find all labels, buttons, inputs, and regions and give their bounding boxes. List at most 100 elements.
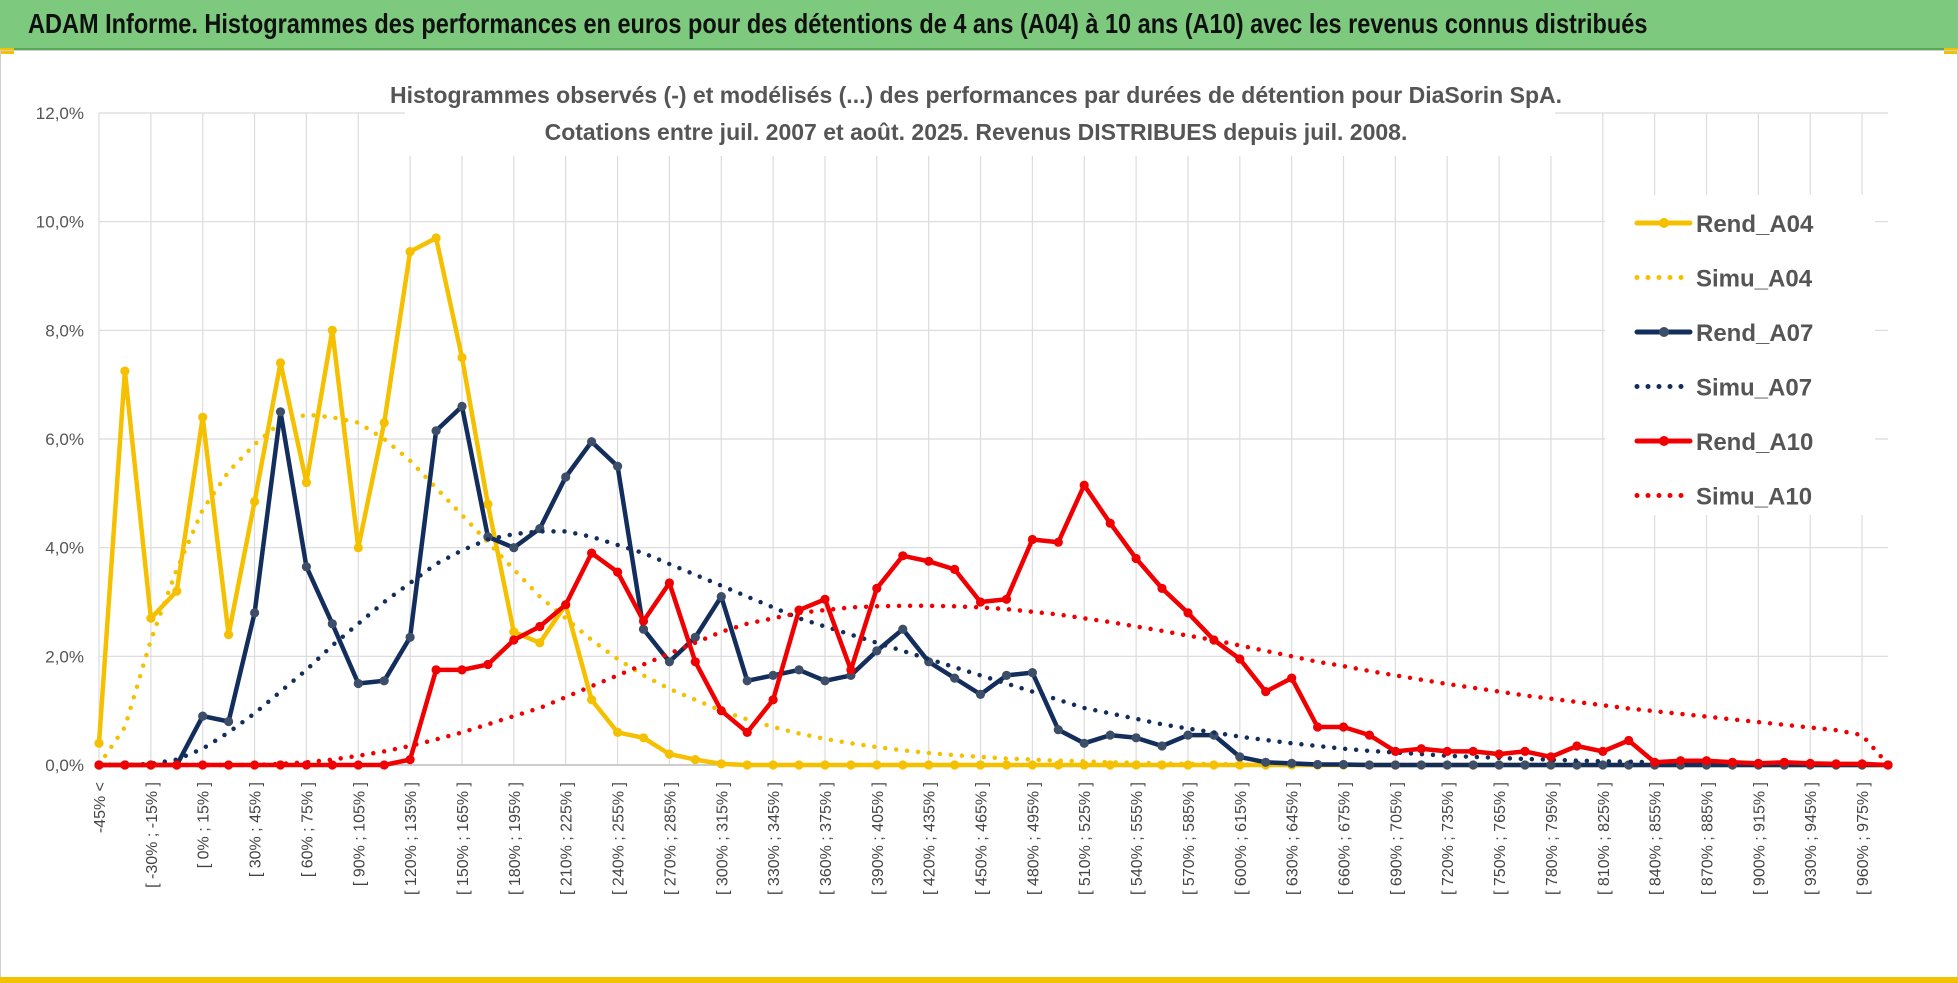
- data-point: [1546, 752, 1555, 761]
- data-point: [1106, 731, 1115, 740]
- data-point: [976, 760, 985, 769]
- data-point: [120, 367, 129, 376]
- series-simu-a07: [99, 531, 1888, 765]
- series-line: [99, 485, 1888, 765]
- data-point: [613, 462, 622, 471]
- data-point: [769, 695, 778, 704]
- data-point: [250, 497, 259, 506]
- x-tick-label: [ 540% ; 555% ]: [1129, 782, 1146, 895]
- data-point: [898, 551, 907, 560]
- x-tick-label: [ 900% ; 915% ]: [1751, 782, 1768, 895]
- data-point: [950, 760, 959, 769]
- data-point: [950, 565, 959, 574]
- data-point: [561, 600, 570, 609]
- data-point: [924, 760, 933, 769]
- data-point: [820, 595, 829, 604]
- data-point: [1080, 481, 1089, 490]
- x-tick-label: [ 480% ; 495% ]: [1025, 782, 1042, 895]
- data-point: [432, 426, 441, 435]
- x-tick-label: [ 960% ; 975% ]: [1855, 782, 1872, 895]
- x-tick-label: [ 150% ; 165% ]: [455, 782, 472, 895]
- x-tick-label: [ 840% ; 855% ]: [1648, 782, 1665, 895]
- y-tick-label: 2,0%: [45, 647, 84, 666]
- data-point: [613, 568, 622, 577]
- data-point: [1754, 759, 1763, 768]
- data-point: [665, 750, 674, 759]
- x-tick-label: [ 750% ; 765% ]: [1492, 782, 1509, 895]
- data-point: [1702, 756, 1711, 765]
- data-point: [794, 760, 803, 769]
- data-point: [354, 543, 363, 552]
- data-point: [328, 619, 337, 628]
- data-point: [613, 728, 622, 737]
- x-tick-label: [ 600% ; 615% ]: [1233, 782, 1250, 895]
- data-point: [743, 676, 752, 685]
- data-point: [172, 587, 181, 596]
- data-point: [483, 660, 492, 669]
- data-point: [1080, 739, 1089, 748]
- data-point: [1495, 750, 1504, 759]
- data-point: [1520, 747, 1529, 756]
- x-tick-label: [ 180% ; 195% ]: [507, 782, 524, 895]
- x-tick-label: [ 870% ; 885% ]: [1700, 782, 1717, 895]
- x-tick-label: [ 90% ; 105% ]: [351, 782, 368, 886]
- data-point: [587, 549, 596, 558]
- data-point: [354, 760, 363, 769]
- x-tick-label: [ 780% ; 795% ]: [1544, 782, 1561, 895]
- y-tick-label: 10,0%: [36, 213, 84, 232]
- data-point: [639, 625, 648, 634]
- data-point: [717, 592, 726, 601]
- data-point: [432, 665, 441, 674]
- data-point: [457, 402, 466, 411]
- data-point: [1157, 741, 1166, 750]
- x-tick-label: [ 240% ; 255% ]: [611, 782, 628, 895]
- data-point: [1339, 760, 1348, 769]
- data-point: [1054, 538, 1063, 547]
- data-point: [1417, 744, 1426, 753]
- x-tick-label: [ 570% ; 585% ]: [1181, 782, 1198, 895]
- data-point: [769, 760, 778, 769]
- legend-label: Rend_A10: [1696, 429, 1813, 456]
- y-tick-label: 6,0%: [45, 430, 84, 449]
- x-tick-label: [ 420% ; 435% ]: [922, 782, 939, 895]
- data-point: [872, 584, 881, 593]
- data-point: [769, 671, 778, 680]
- x-tick-label: [ 810% ; 825% ]: [1596, 782, 1613, 895]
- data-point: [1313, 760, 1322, 769]
- data-point: [587, 437, 596, 446]
- data-point: [1443, 760, 1452, 769]
- data-point: [1650, 758, 1659, 767]
- data-point: [898, 625, 907, 634]
- data-point: [1806, 759, 1815, 768]
- data-point: [457, 665, 466, 674]
- x-tick-label: [ 720% ; 735% ]: [1440, 782, 1457, 895]
- x-tick-label: [ 270% ; 285% ]: [662, 782, 679, 895]
- data-point: [1157, 584, 1166, 593]
- y-tick-label: 4,0%: [45, 539, 84, 558]
- data-point: [535, 622, 544, 631]
- data-point: [1469, 747, 1478, 756]
- data-point: [276, 358, 285, 367]
- data-point: [1313, 722, 1322, 731]
- data-point: [872, 760, 881, 769]
- data-point: [302, 562, 311, 571]
- x-tick-label: [ 510% ; 525% ]: [1077, 782, 1094, 895]
- data-point: [950, 674, 959, 683]
- data-point: [1572, 741, 1581, 750]
- legend-label: Rend_A07: [1696, 320, 1813, 347]
- data-point: [691, 633, 700, 642]
- data-point: [1339, 722, 1348, 731]
- data-point: [198, 413, 207, 422]
- data-point: [976, 597, 985, 606]
- data-point: [665, 578, 674, 587]
- data-point: [820, 676, 829, 685]
- y-axis-ticks: 0,0% 2,0% 4,0% 6,0% 8,0% 10,0% 12,0%: [36, 104, 84, 775]
- data-point: [380, 676, 389, 685]
- data-point: [898, 760, 907, 769]
- data-point: [1054, 725, 1063, 734]
- data-point: [639, 733, 648, 742]
- data-point: [250, 608, 259, 617]
- x-tick-label: [ 660% ; 675% ]: [1337, 782, 1354, 895]
- data-point: [1598, 747, 1607, 756]
- data-point: [354, 679, 363, 688]
